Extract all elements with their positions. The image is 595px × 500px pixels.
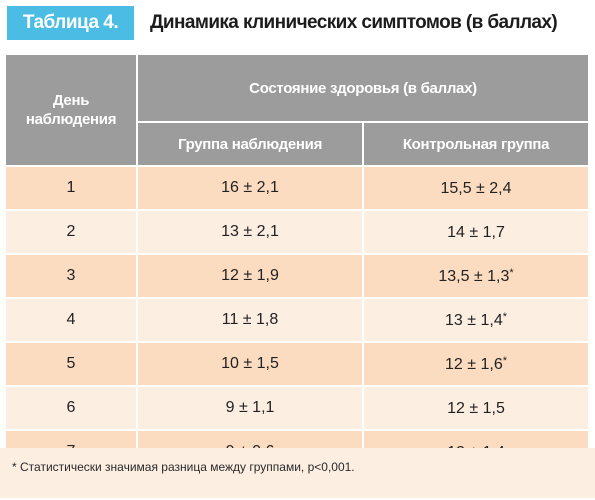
control-value: 15,5 ± 2,4 bbox=[440, 179, 512, 197]
table-number-label: Таблица 4. bbox=[7, 6, 134, 40]
table-title: Динамика клинических симптомов (в баллах… bbox=[150, 12, 558, 33]
observation-value-cell: 10 ± 1,5 bbox=[136, 341, 364, 387]
footnote-text: * Статистически значимая разница между г… bbox=[12, 460, 355, 474]
control-value-cell: 14 ± 1,7 bbox=[362, 209, 590, 255]
day-cell: 2 bbox=[4, 209, 138, 255]
table-row: 6 9 ± 1,1 12 ± 1,5 bbox=[4, 385, 590, 431]
significance-mark: * bbox=[509, 266, 514, 279]
observation-value-cell: 11 ± 1,8 bbox=[136, 297, 364, 343]
control-value-cell: 13 ± 1,4* bbox=[362, 297, 590, 343]
control-value: 12 ± 1,6 bbox=[445, 355, 503, 373]
observation-value-cell: 16 ± 2,1 bbox=[136, 165, 364, 211]
significance-mark: * bbox=[502, 354, 507, 367]
control-value-cell: 12 ± 1,6* bbox=[362, 341, 590, 387]
table-title-row: Таблица 4. Динамика клинических симптомо… bbox=[0, 0, 595, 46]
day-cell: 1 bbox=[4, 165, 138, 211]
observation-value-cell: 9 ± 1,1 bbox=[136, 385, 364, 431]
control-value: 12 ± 1,5 bbox=[447, 399, 505, 417]
control-value-cell: 15,5 ± 2,4 bbox=[362, 165, 590, 211]
header-day: День наблюдения bbox=[4, 53, 138, 167]
table-row: 3 12 ± 1,9 13,5 ± 1,3* bbox=[4, 253, 590, 299]
control-value: 13,5 ± 1,3 bbox=[438, 267, 510, 285]
table-row: 5 10 ± 1,5 12 ± 1,6* bbox=[4, 341, 590, 387]
control-value: 13 ± 1,4 bbox=[445, 311, 503, 329]
header-observation-group: Группа наблюдения bbox=[136, 121, 364, 167]
control-value-cell: 13,5 ± 1,3* bbox=[362, 253, 590, 299]
table-body: 1 16 ± 2,1 15,5 ± 2,4 2 13 ± 2,1 14 ± 1,… bbox=[4, 165, 590, 475]
table-row: 2 13 ± 2,1 14 ± 1,7 bbox=[4, 209, 590, 255]
table-row: 1 16 ± 2,1 15,5 ± 2,4 bbox=[4, 165, 590, 211]
header-health-state: Состояние здоровья (в баллах) bbox=[136, 53, 590, 123]
observation-value-cell: 13 ± 2,1 bbox=[136, 209, 364, 255]
control-value-cell: 12 ± 1,5 bbox=[362, 385, 590, 431]
day-cell: 3 bbox=[4, 253, 138, 299]
observation-value-cell: 12 ± 1,9 bbox=[136, 253, 364, 299]
day-cell: 5 bbox=[4, 341, 138, 387]
day-cell: 6 bbox=[4, 385, 138, 431]
header-control-group: Контрольная группа bbox=[362, 121, 590, 167]
control-value: 14 ± 1,7 bbox=[447, 223, 505, 241]
footnote-bar: * Статистически значимая разница между г… bbox=[0, 448, 595, 498]
day-cell: 4 bbox=[4, 297, 138, 343]
table-row: 4 11 ± 1,8 13 ± 1,4* bbox=[4, 297, 590, 343]
significance-mark: * bbox=[502, 310, 507, 323]
symptoms-table: День наблюдения Состояние здоровья (в ба… bbox=[4, 53, 590, 475]
